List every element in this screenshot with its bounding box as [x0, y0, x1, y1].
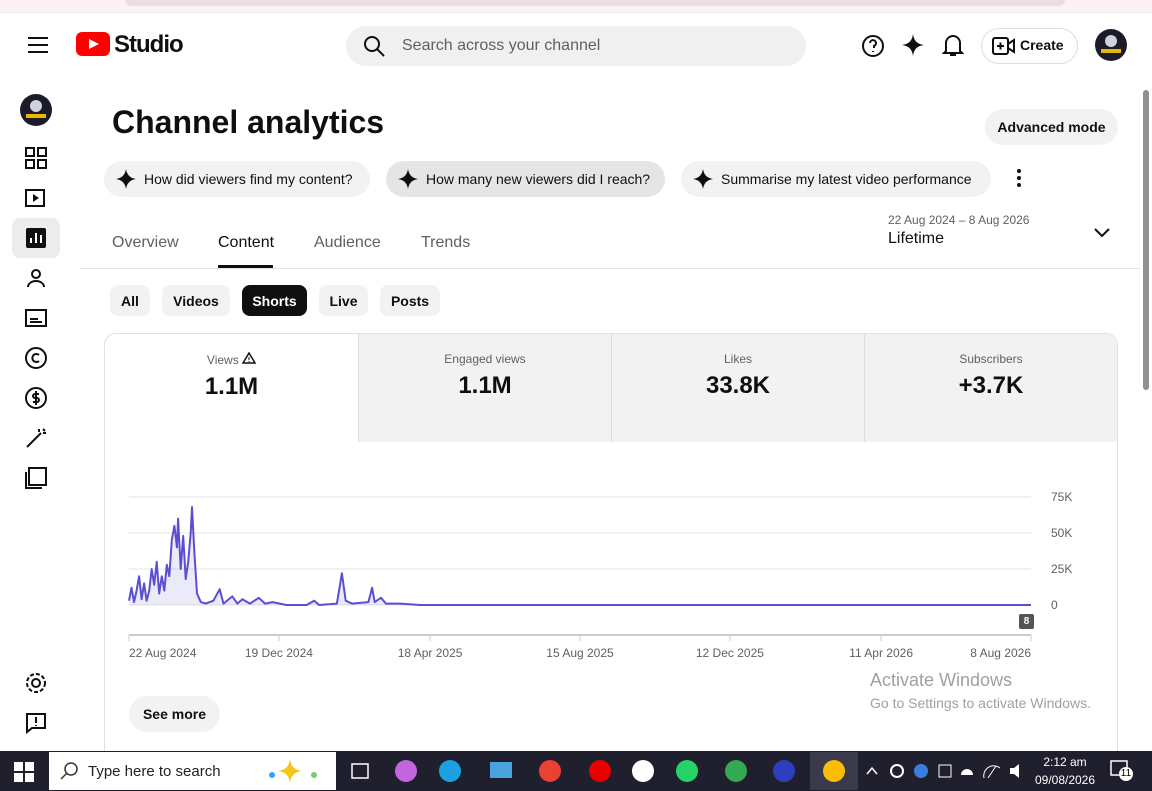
create-button[interactable] [981, 28, 1078, 64]
chart: 0 25K 50K 75K 22 Aug 2024 19 Dec 2024 18 Apr 2… [128, 490, 1072, 660]
annotation-badge[interactable]: 8 [1019, 614, 1034, 629]
notification-count: 11 [1120, 768, 1132, 779]
metric-label: Views [206, 353, 239, 367]
tab[interactable]: Overview [112, 234, 179, 251]
audio-icon[interactable] [24, 466, 48, 490]
help-icon[interactable] [861, 34, 885, 58]
community-icon[interactable] [24, 266, 48, 290]
tab-active[interactable]: Content [218, 234, 275, 251]
suggestion-text: How did viewers find my content? [144, 171, 353, 187]
dashboard-icon[interactable] [24, 146, 48, 170]
line [128, 506, 1031, 606]
filter-chip[interactable]: All [110, 285, 150, 316]
metric-label: Subscribers [959, 352, 1023, 366]
tab[interactable]: Audience [314, 234, 381, 251]
sparkle-icon[interactable] [902, 34, 924, 56]
search-box[interactable] [346, 26, 806, 66]
metric-value: 33.8K [705, 372, 771, 399]
metric-value: 1.1M [458, 372, 512, 399]
browser-bar [125, 0, 1065, 6]
suggestion-text: How many new viewers did I reach? [426, 171, 651, 187]
metric-value: 1.1M [204, 373, 259, 400]
metric-tab[interactable]: Likes 33.8K [611, 334, 864, 442]
date-range: 22 Aug 2024 – 8 Aug 2026 [888, 213, 1030, 227]
create-icon [992, 37, 1015, 55]
metric-tab[interactable]: Subscribers +3.7K [864, 334, 1117, 442]
see-more-button[interactable]: See more [129, 696, 220, 732]
scrollbar[interactable] [1143, 90, 1149, 390]
metric-tab[interactable]: Views 1.1M [105, 334, 358, 442]
copilot-decoration [269, 759, 317, 783]
metric-label: Likes [723, 352, 752, 366]
metric-tab[interactable]: Engaged views 1.1M [358, 334, 611, 442]
filter-chip[interactable]: Posts [380, 285, 440, 316]
channel-avatar[interactable] [20, 94, 52, 126]
copyright-icon[interactable] [24, 346, 48, 370]
logo-text: Studio [114, 31, 184, 58]
area-fill [129, 507, 1031, 605]
watermark-text: Go to Settings to activate Windows. [870, 695, 1091, 711]
x-tick-label: 22 Aug 2024 [129, 646, 197, 660]
settings-icon[interactable] [24, 671, 48, 695]
start-icon[interactable] [14, 762, 34, 782]
watermark-title: Activate Windows [870, 670, 1013, 690]
content-icon[interactable] [24, 186, 48, 210]
bell-icon[interactable] [942, 33, 964, 57]
notification-icon[interactable] [1110, 760, 1134, 782]
y-tick-label: 25K [1051, 562, 1072, 576]
avatar[interactable] [1095, 29, 1127, 61]
filter-chip[interactable]: Live [319, 285, 368, 316]
search-icon [364, 36, 385, 57]
y-tick-label: 50K [1051, 526, 1072, 540]
filter-chip[interactable]: Videos [162, 285, 230, 316]
period[interactable]: Lifetime [888, 230, 945, 247]
search-icon [60, 762, 78, 780]
x-tick-label: 18 Apr 2025 [398, 646, 463, 660]
subtitles-icon[interactable] [24, 306, 48, 330]
suggestion-chip[interactable]: Summarise my latest video performance [681, 161, 991, 197]
filter-chip-active[interactable]: Shorts [242, 285, 307, 316]
metric-label: Engaged views [444, 352, 526, 366]
menu-icon[interactable] [28, 36, 48, 54]
taskbar-apps[interactable] [340, 752, 860, 790]
earn-icon[interactable] [24, 386, 48, 410]
system-tray[interactable] [864, 760, 1034, 782]
y-tick-label: 0 [1051, 598, 1058, 612]
sparkle-icon [116, 169, 136, 189]
more-icon[interactable] [1015, 168, 1023, 188]
tab-underline [218, 265, 273, 268]
x-tick-label: 12 Dec 2025 [696, 646, 764, 660]
clock-time: 2:12 am [1043, 755, 1087, 769]
advanced-mode-button[interactable]: Advanced mode [985, 109, 1118, 145]
search-placeholder: Search across your channel [402, 37, 601, 54]
page-title: Channel analytics [112, 104, 385, 140]
divider [80, 268, 1140, 269]
customise-icon[interactable] [24, 426, 48, 450]
clock-date: 09/08/2026 [1034, 773, 1096, 787]
x-tick-label: 11 Apr 2026 [849, 646, 913, 660]
suggestion-chip[interactable]: How did viewers find my content? [104, 161, 370, 197]
suggestion-text: Summarise my latest video performance [721, 171, 972, 187]
metric-value: +3.7K [958, 372, 1024, 399]
youtube-logo[interactable] [76, 32, 112, 57]
dropdown-icon[interactable] [1094, 228, 1110, 238]
sparkle-icon [398, 169, 418, 189]
create-label: Create [1020, 37, 1064, 53]
suggestion-chip[interactable]: How many new viewers did I reach? [386, 161, 665, 197]
x-tick-label: 15 Aug 2025 [546, 646, 614, 660]
y-tick-label: 75K [1051, 490, 1072, 504]
taskbar-search-text: Type here to search [88, 763, 221, 780]
analytics-icon[interactable] [24, 226, 48, 250]
feedback-icon[interactable] [24, 711, 48, 735]
x-tick-label: 19 Dec 2024 [245, 646, 313, 660]
sparkle-icon [693, 169, 713, 189]
x-tick-label: 8 Aug 2026 [970, 646, 1031, 660]
tab[interactable]: Trends [421, 234, 471, 251]
warning-icon [241, 351, 257, 364]
